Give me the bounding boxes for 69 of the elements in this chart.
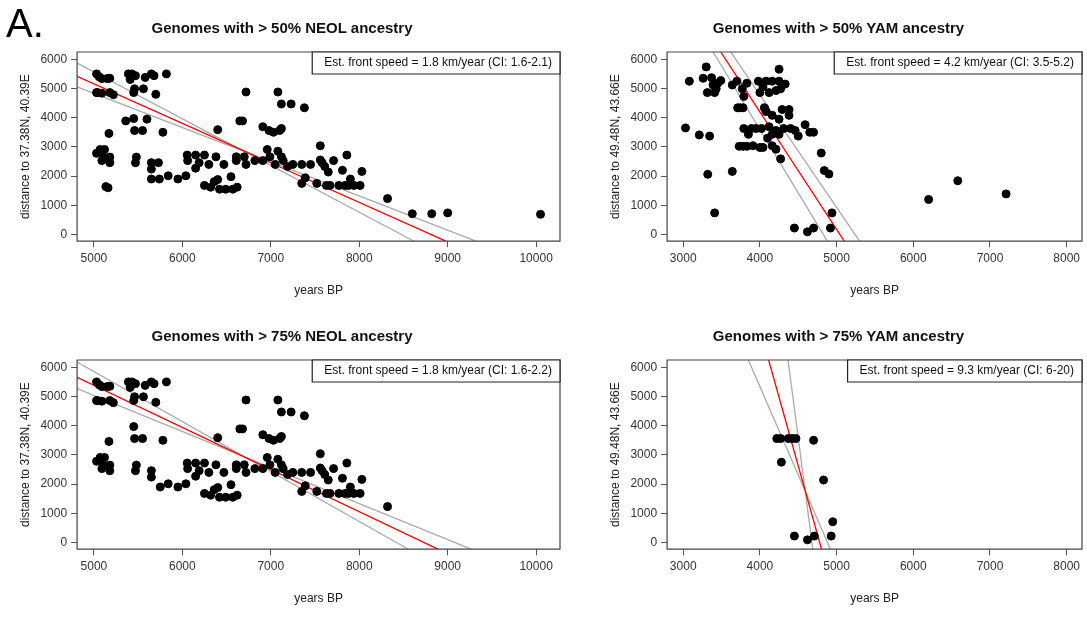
y-tick-label: 5000	[40, 388, 68, 403]
y-tick-label: 0	[650, 226, 658, 241]
x-tick-label: 3000	[669, 250, 697, 265]
x-tick-label: 6000	[168, 250, 197, 265]
y-tick-label: 4000	[630, 110, 658, 125]
y-tick-label: 6000	[40, 359, 68, 374]
y-tick-label: 3000	[40, 447, 68, 462]
y-tick-label: 5000	[630, 80, 658, 95]
y-tick-label: 4000	[630, 418, 658, 433]
y-tick-label: 3000	[630, 447, 658, 462]
y-tick-label: 6000	[630, 51, 658, 66]
x-tick-label: 6000	[899, 558, 927, 573]
y-tick-label: 4000	[40, 110, 68, 125]
y-tick-label: 1000	[630, 197, 658, 212]
x-axis-title: years BP	[850, 591, 899, 606]
annotation: Est. front speed = 4.2 km/year (CI: 3.5-5.2)	[846, 55, 1074, 70]
y-tick-label: 5000	[40, 80, 68, 95]
x-tick-label: 8000	[345, 250, 373, 265]
chart-title: Genomes with > 75% YAM ancestry	[712, 327, 965, 345]
y-tick-label: 1000	[40, 505, 68, 520]
y-tick-label: 1000	[40, 197, 68, 212]
chart-title: Genomes with > 75% NEOL ancestry	[151, 327, 414, 345]
x-tick-label: 10000	[519, 558, 554, 573]
annotation: Est. front speed = 1.8 km/year (CI: 1.6-2.2)	[324, 363, 552, 378]
x-tick-label: 3000	[669, 558, 697, 573]
y-tick-label: 0	[60, 226, 68, 241]
x-tick-label: 4000	[746, 558, 774, 573]
x-tick-label: 7000	[976, 558, 1004, 573]
x-tick-label: 8000	[1053, 558, 1081, 573]
text: A.	[6, 0, 44, 46]
x-tick-label: 7000	[257, 250, 285, 265]
y-axis-title: distance to 49.48N, 43.66E	[607, 74, 622, 219]
y-tick-label: 0	[650, 534, 658, 549]
y-tick-label: 5000	[630, 388, 658, 403]
y-tick-label: 2000	[40, 168, 68, 183]
x-tick-label: 8000	[1053, 250, 1081, 265]
y-tick-label: 2000	[630, 168, 658, 183]
x-axis-title: years BP	[850, 283, 899, 298]
x-tick-label: 10000	[519, 250, 554, 265]
x-tick-label: 6000	[168, 558, 197, 573]
y-tick-label: 4000	[40, 418, 68, 433]
annotation: Est. front speed = 9.3 km/year (CI: 6-20)	[859, 363, 1074, 378]
y-tick-label: 6000	[40, 51, 68, 66]
x-tick-label: 9000	[434, 250, 462, 265]
x-tick-label: 7000	[976, 250, 1004, 265]
x-tick-label: 7000	[257, 558, 285, 573]
x-tick-label: 9000	[434, 558, 462, 573]
x-tick-label: 8000	[345, 558, 373, 573]
x-axis-title: years BP	[294, 283, 343, 298]
annotation: Est. front speed = 1.8 km/year (CI: 1.6-2.1)	[324, 55, 552, 70]
y-tick-label: 1000	[630, 505, 658, 520]
x-axis-title: years BP	[294, 591, 343, 606]
x-tick-label: 6000	[899, 250, 927, 265]
y-tick-label: 2000	[630, 476, 658, 491]
y-tick-label: 3000	[630, 139, 658, 154]
x-tick-label: 4000	[746, 250, 774, 265]
y-tick-label: 3000	[40, 139, 68, 154]
x-tick-label: 5000	[823, 250, 851, 265]
chart-title: Genomes with > 50% YAM ancestry	[712, 19, 965, 37]
y-tick-label: 6000	[630, 359, 658, 374]
y-axis-title: distance to 37.38N, 40.39E	[17, 74, 32, 219]
x-tick-label: 5000	[80, 558, 108, 573]
x-tick-label: 5000	[823, 558, 851, 573]
y-axis-title: distance to 49.48N, 43.66E	[607, 382, 622, 527]
y-axis-title: distance to 37.38N, 40.39E	[17, 382, 32, 527]
x-tick-label: 5000	[80, 250, 108, 265]
y-tick-label: 0	[60, 534, 68, 549]
chart-title: Genomes with > 50% NEOL ancestry	[151, 19, 414, 37]
y-tick-label: 2000	[40, 476, 68, 491]
